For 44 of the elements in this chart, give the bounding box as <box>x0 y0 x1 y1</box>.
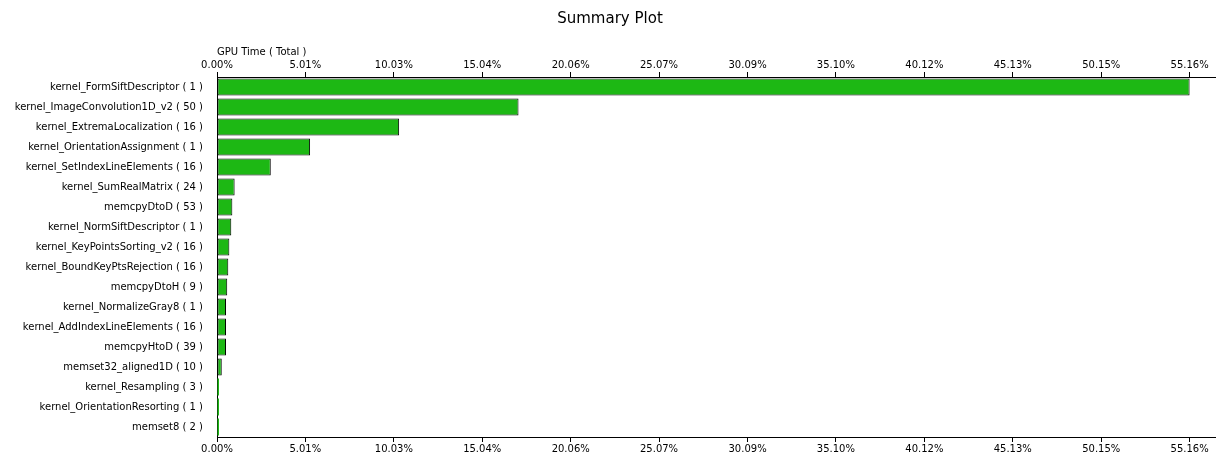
x-tick-label: 5.01% <box>289 442 322 454</box>
x2-tick-label: 0.00% <box>201 58 233 70</box>
x-tick-label: 25.07% <box>639 442 679 454</box>
y-tick-label: kernel_ImageConvolution1D_v2 ( 50 ) <box>14 100 204 113</box>
x2-tick-label: 35.10% <box>816 58 855 70</box>
x2-axis-title: GPU Time ( Total ) <box>217 45 307 57</box>
y-tick-label: kernel_OrientationResorting ( 1 ) <box>39 400 204 413</box>
y-tick-label: kernel_NormalizeGray8 ( 1 ) <box>62 300 204 313</box>
x2-tick-label: 50.15% <box>1082 58 1121 70</box>
y-tick-label: kernel_Resampling ( 3 ) <box>85 380 204 393</box>
y-tick-label: memset8 ( 2 ) <box>132 420 204 432</box>
x2-tick-label: 30.09% <box>728 58 767 70</box>
x2-tick-label: 20.06% <box>551 58 590 70</box>
y-tick-label: kernel_SetIndexLineElements ( 16 ) <box>25 160 204 173</box>
y-tick-label: memcpyDtoD ( 53 ) <box>104 200 204 212</box>
y-tick-label: memset32_aligned1D ( 10 ) <box>63 360 204 373</box>
x-tick-label: 40.12% <box>905 442 944 454</box>
x2-tick-label: 45.13% <box>993 58 1032 70</box>
x2-tick-label: 15.04% <box>463 58 502 70</box>
x-tick-label: 0.00% <box>201 442 233 454</box>
x-tick-label: 30.09% <box>728 442 767 454</box>
y-tick-label: kernel_NormSiftDescriptor ( 1 ) <box>47 220 204 233</box>
x2-tick-label: 25.07% <box>639 58 679 70</box>
y-tick-label: kernel_OrientationAssignment ( 1 ) <box>28 140 204 153</box>
y-tick-label: kernel_AddIndexLineElements ( 16 ) <box>22 320 204 333</box>
x-tick-label: 50.15% <box>1082 442 1121 454</box>
x2-tick-label: 10.03% <box>374 58 413 70</box>
x-tick-label: 15.04% <box>463 442 502 454</box>
x-tick-label: 20.06% <box>551 442 590 454</box>
y-tick-label: kernel_FormSiftDescriptor ( 1 ) <box>49 80 204 93</box>
y-tick-label: memcpyHtoD ( 39 ) <box>104 340 204 352</box>
x-tick-label: 10.03% <box>374 442 413 454</box>
y-tick-label: memcpyDtoH ( 9 ) <box>110 280 204 292</box>
x2-tick-label: 5.01% <box>289 58 322 70</box>
x-tick-label: 55.16% <box>1170 442 1209 454</box>
y-tick-label: kernel_SumRealMatrix ( 24 ) <box>61 180 204 193</box>
chart-title: Summary Plot <box>557 8 663 27</box>
x2-tick-label: 55.16% <box>1170 58 1209 70</box>
x2-tick-label: 40.12% <box>905 58 944 70</box>
y-tick-label: kernel_ExtremaLocalization ( 16 ) <box>35 120 204 133</box>
x-tick-label: 35.10% <box>816 442 855 454</box>
y-tick-label: kernel_BoundKeyPtsRejection ( 16 ) <box>25 260 204 273</box>
y-tick-label: kernel_KeyPointsSorting_v2 ( 16 ) <box>35 240 204 253</box>
x-tick-label: 45.13% <box>993 442 1032 454</box>
